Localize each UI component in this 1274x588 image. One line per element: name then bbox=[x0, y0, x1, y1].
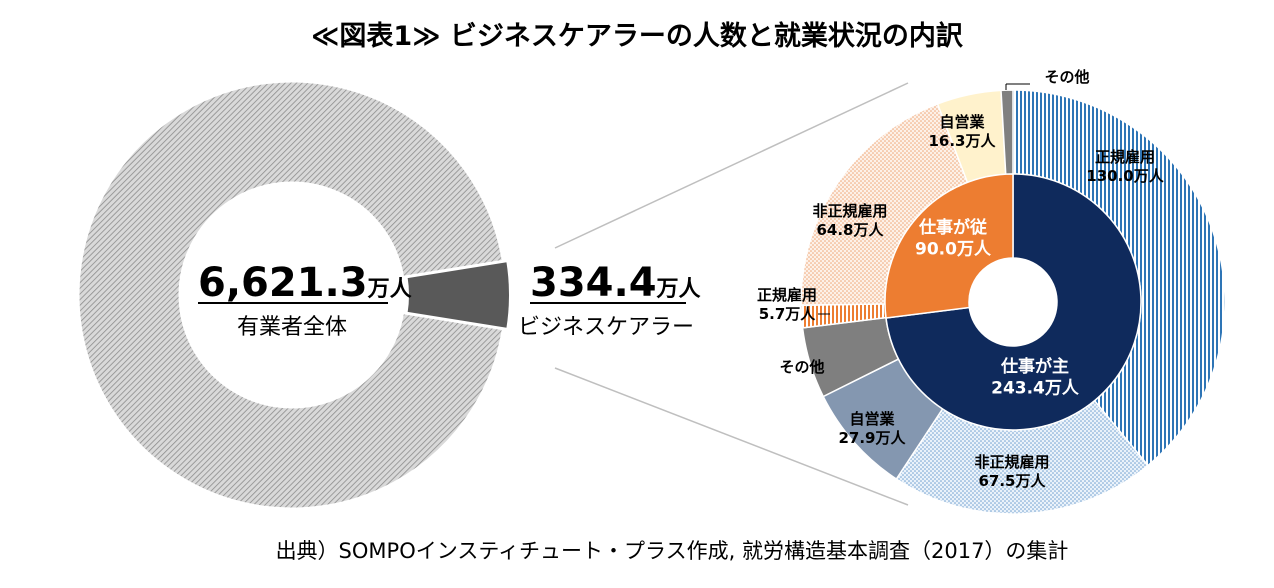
label-work-side: 仕事が従 90.0万人 bbox=[915, 217, 992, 259]
business-carers-breakdown-donut bbox=[800, 89, 1226, 515]
slice-business-carers bbox=[405, 260, 511, 330]
label-side-regular: 正規雇用 5.7万人 bbox=[757, 286, 817, 323]
inner-slice-work-side bbox=[884, 173, 1014, 319]
business-carer-label: 334.4万人 ビジネスケアラー bbox=[518, 260, 701, 340]
callout-line-top bbox=[554, 82, 909, 249]
label-main-regular: 正規雇用 130.0万人 bbox=[1086, 148, 1164, 185]
label-work-main: 仕事が主 243.4万人 bbox=[991, 356, 1080, 398]
total-center-label: 6,621.3万人 有業者全体 bbox=[198, 260, 412, 340]
source-note: 出典）SOMPOインスティチュート・プラス作成, 就労構造基本調査（2017）の… bbox=[276, 539, 1069, 563]
carer-value: 334.4 bbox=[530, 260, 657, 306]
label-main-other: その他 bbox=[779, 358, 824, 376]
label-side-selfemployed: 自営業 16.3万人 bbox=[928, 113, 996, 150]
slice-all-workers bbox=[76, 79, 506, 511]
label-main-nonregular: 非正規雇用 67.5万人 bbox=[974, 453, 1049, 490]
carer-unit: 万人 bbox=[656, 277, 701, 302]
svg-text:334.4万人: 334.4万人 bbox=[530, 260, 701, 306]
callout-line-bottom bbox=[554, 367, 909, 506]
label-side-other: その他 bbox=[1044, 68, 1089, 86]
label-side-nonregular: 非正規雇用 64.8万人 bbox=[812, 202, 887, 239]
label-main-selfemployed: 自営業 27.9万人 bbox=[838, 410, 906, 447]
total-workers-donut bbox=[76, 79, 511, 511]
total-label: 有業者全体 bbox=[237, 315, 347, 340]
chart-title: ≪図表1≫ ビジネスケアラーの人数と就業状況の内訳 bbox=[311, 20, 964, 52]
total-unit: 万人 bbox=[367, 277, 412, 302]
inner-slice-work-main bbox=[885, 173, 1142, 431]
carer-label: ビジネスケアラー bbox=[518, 315, 694, 340]
callout-lines bbox=[554, 82, 909, 506]
total-value: 6,621.3 bbox=[198, 260, 368, 306]
svg-text:6,621.3万人: 6,621.3万人 bbox=[198, 260, 412, 306]
